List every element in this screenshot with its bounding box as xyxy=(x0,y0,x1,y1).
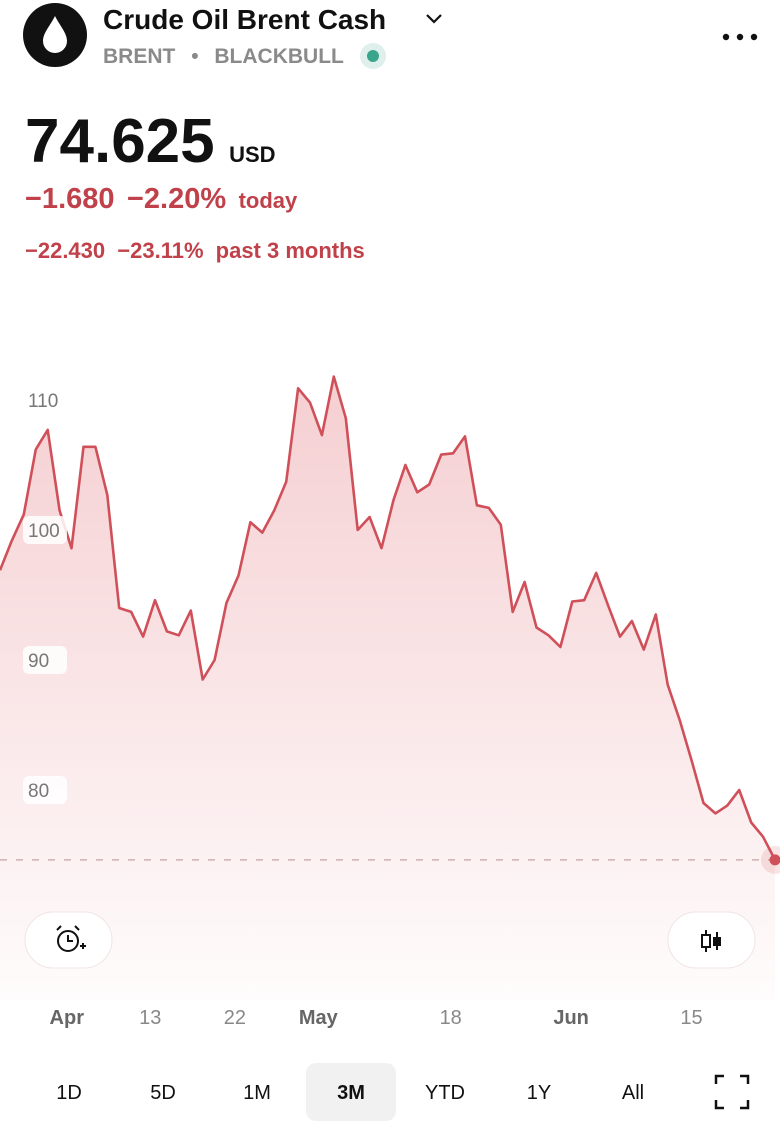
instrument-subtitle: BRENT • BLACKBULL xyxy=(103,45,344,68)
x-tick-label: 13 xyxy=(139,1007,161,1029)
fullscreen-button[interactable] xyxy=(714,1074,750,1110)
change-period: −22.430 xyxy=(25,238,105,263)
currency: USD xyxy=(229,142,275,167)
change-period-pct: −23.11% xyxy=(117,238,203,263)
y-tick-label: 90 xyxy=(28,651,49,672)
period-label: past 3 months xyxy=(216,238,365,263)
y-tick-badge xyxy=(23,386,67,414)
x-tick-label: 22 xyxy=(224,1007,246,1029)
y-tick-label: 110 xyxy=(28,391,58,412)
exchange: BLACKBULL xyxy=(214,45,344,68)
instrument-title[interactable]: Crude Oil Brent Cash xyxy=(103,4,386,35)
symbol-icon xyxy=(23,3,87,67)
range-option[interactable]: 1Y xyxy=(527,1082,551,1104)
chart: 80 90 100 110 Apr 13 22 May 18 Jun 15 xyxy=(0,375,780,1029)
today-change: −1.680 −2.20% today xyxy=(25,183,298,215)
x-tick-label: Jun xyxy=(553,1007,589,1029)
change-today: −1.680 xyxy=(25,183,115,215)
title-dropdown[interactable] xyxy=(426,14,442,24)
range-selected-bg xyxy=(306,1063,396,1121)
area-fill xyxy=(0,376,775,1001)
current-price-dot xyxy=(769,854,780,866)
chart-style-button[interactable] xyxy=(667,911,756,969)
alert-button[interactable] xyxy=(24,911,113,969)
market-status xyxy=(367,50,379,62)
y-tick-badge xyxy=(23,646,67,674)
price-line xyxy=(0,375,777,861)
price-line: 74.625 USD xyxy=(25,107,276,176)
range-selector: 1D 5D 1M 3M YTD 1Y All xyxy=(56,1063,644,1121)
x-tick-label: May xyxy=(299,1007,339,1029)
y-tick-badge xyxy=(23,516,67,544)
range-option[interactable]: YTD xyxy=(425,1082,465,1104)
y-tick-badge xyxy=(23,776,67,804)
price: 74.625 xyxy=(25,107,215,176)
x-tick-label: 18 xyxy=(440,1007,462,1029)
symbol: BRENT xyxy=(103,45,176,68)
range-option[interactable]: 3M xyxy=(337,1082,365,1104)
y-tick-label: 100 xyxy=(28,521,60,542)
range-option[interactable]: 1D xyxy=(56,1082,82,1104)
separator: • xyxy=(191,45,198,68)
more-menu[interactable] xyxy=(722,33,758,41)
range-option[interactable]: 5D xyxy=(150,1082,176,1104)
x-tick-label: Apr xyxy=(50,1007,85,1029)
range-option[interactable]: All xyxy=(622,1082,644,1104)
range-option[interactable]: 1M xyxy=(243,1082,271,1104)
x-tick-label: 15 xyxy=(680,1007,702,1029)
period-change: −22.430 −23.11% past 3 months xyxy=(25,238,365,263)
y-tick-label: 80 xyxy=(28,781,49,802)
today-label: today xyxy=(239,188,298,213)
change-today-pct: −2.20% xyxy=(127,183,226,215)
